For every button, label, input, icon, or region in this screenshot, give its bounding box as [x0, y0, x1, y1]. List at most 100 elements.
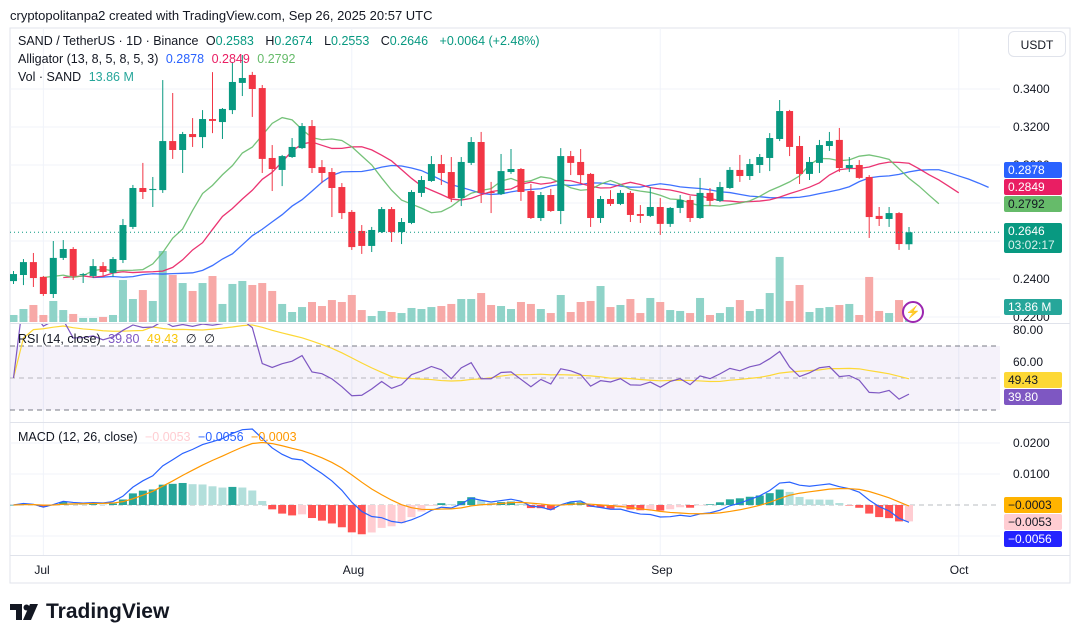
macd-histogram-bar: [775, 489, 784, 505]
candle-up: [766, 138, 774, 158]
candle-down: [308, 126, 316, 169]
macd-histogram-bar: [815, 499, 824, 505]
candle-down: [39, 276, 47, 295]
volume-bar: [208, 276, 217, 322]
volume-bar: [188, 290, 197, 322]
price-tick-label: 0.3200: [1013, 120, 1050, 134]
macd-legend[interactable]: MACD (12, 26, close) −0.0053 −0.0056 −0.…: [18, 430, 301, 444]
macd-histogram-bar: [546, 505, 555, 510]
rsi-label[interactable]: RSI (14, close): [18, 332, 101, 346]
candle-up: [398, 222, 406, 233]
volume-bar: [59, 310, 68, 322]
macd-histogram-bar: [288, 505, 297, 516]
macd-histogram-bar: [686, 505, 695, 508]
candle-down: [567, 156, 575, 163]
volume-bar: [775, 256, 784, 322]
candle-down: [99, 266, 107, 272]
candle-up: [666, 207, 674, 224]
candle-down: [69, 248, 77, 276]
macd-histogram-bar: [148, 489, 157, 505]
currency-button[interactable]: USDT: [1008, 31, 1066, 57]
macd-histogram-bar: [298, 505, 307, 515]
candle-down: [169, 141, 177, 150]
candle-down: [607, 199, 614, 204]
volume-bar: [417, 309, 426, 322]
lightning-icon[interactable]: ⚡: [902, 301, 924, 323]
open-label: O: [205, 34, 216, 48]
macd-histogram-bar: [606, 505, 615, 509]
macd-histogram-bar: [516, 503, 525, 505]
volume-bar: [367, 316, 376, 322]
volume-bar: [198, 283, 207, 322]
candle-down: [587, 173, 595, 219]
volume-bar: [158, 250, 167, 322]
symbol-legend[interactable]: SAND / TetherUS · 1D · Binance O0.2583 H…: [18, 34, 544, 48]
candle-down: [796, 146, 804, 174]
volume-bar: [288, 312, 297, 322]
candle-up: [159, 141, 167, 191]
macd-histogram-bar: [79, 504, 88, 505]
volume-bar: [875, 310, 884, 322]
candle-down: [577, 161, 585, 176]
macd-histogram-bar: [795, 496, 804, 505]
close-price-badge: 0.2646 03:02:17: [1004, 223, 1062, 253]
volume-legend[interactable]: Vol · SAND 13.86 M: [18, 70, 138, 84]
macd-histogram-bar: [387, 505, 396, 527]
macd-histogram-bar: [367, 505, 376, 533]
candle-down: [706, 192, 714, 201]
alligator-label[interactable]: Alligator (13, 8, 5, 8, 5, 3): [18, 52, 159, 66]
volume-bar: [10, 314, 18, 322]
tradingview-logo[interactable]: TradingView: [10, 600, 169, 624]
alligator-teeth-line: [63, 141, 960, 279]
macd-histogram-bar: [188, 484, 197, 505]
volume-bar: [596, 286, 605, 322]
candle-up: [228, 81, 236, 111]
ohlc-close: C0.2646: [381, 34, 432, 48]
rsi-tick-label: 80.00: [1013, 323, 1044, 337]
macd-histogram-bar: [845, 505, 854, 506]
macd-histogram-bar: [566, 502, 575, 505]
volume-bar: [566, 312, 575, 322]
alligator-legend[interactable]: Alligator (13, 8, 5, 8, 5, 3) 0.2878 0.2…: [18, 52, 300, 66]
macd-histogram-bar: [407, 505, 416, 518]
candle-down: [527, 191, 535, 219]
volume-bar: [447, 303, 456, 322]
macd-histogram-bar: [865, 505, 874, 514]
macd-histogram-bar: [268, 505, 277, 510]
price-tick-label: 0.2400: [1013, 272, 1050, 286]
macd-label[interactable]: MACD (12, 26, close): [18, 430, 138, 444]
macd-histogram-bar: [895, 505, 904, 522]
volume-bar: [238, 280, 247, 322]
volume-bar: [327, 300, 336, 322]
macd-histogram-bar: [357, 505, 366, 535]
candle-down: [517, 168, 525, 192]
volume-bar: [109, 314, 117, 322]
candle-up: [218, 108, 226, 123]
candle-up: [49, 257, 57, 295]
candle-down: [328, 172, 336, 188]
macd-value: −0.0056: [198, 430, 244, 444]
volume-bar: [516, 302, 525, 322]
rsi-line: [12, 324, 910, 400]
symbol-name[interactable]: SAND / TetherUS · 1D · Binance: [18, 34, 199, 48]
volume-bar: [636, 313, 645, 322]
macd-histogram-bar: [875, 505, 884, 518]
volume-badge: 13.86 M: [1004, 299, 1062, 315]
rsi-legend[interactable]: RSI (14, close) 39.80 49.43 ∅ ∅: [18, 331, 219, 346]
macd-histogram-bar: [258, 500, 267, 505]
volume-label[interactable]: Vol · SAND: [18, 70, 82, 84]
volume-bar: [745, 310, 754, 322]
time-tick-label: Jul: [34, 563, 50, 577]
open-value: 0.2583: [215, 34, 254, 48]
macd-histogram-bar: [676, 505, 685, 508]
volume-bar: [308, 302, 316, 322]
macd-line: [13, 428, 910, 524]
macd-histogram-bar: [457, 501, 466, 505]
volume-bar: [556, 294, 565, 322]
candle-down: [268, 157, 276, 169]
macd-histogram-bar: [39, 505, 48, 507]
volume-bar: [676, 310, 685, 322]
volume-bar: [785, 300, 794, 322]
volume-bar: [89, 317, 98, 322]
